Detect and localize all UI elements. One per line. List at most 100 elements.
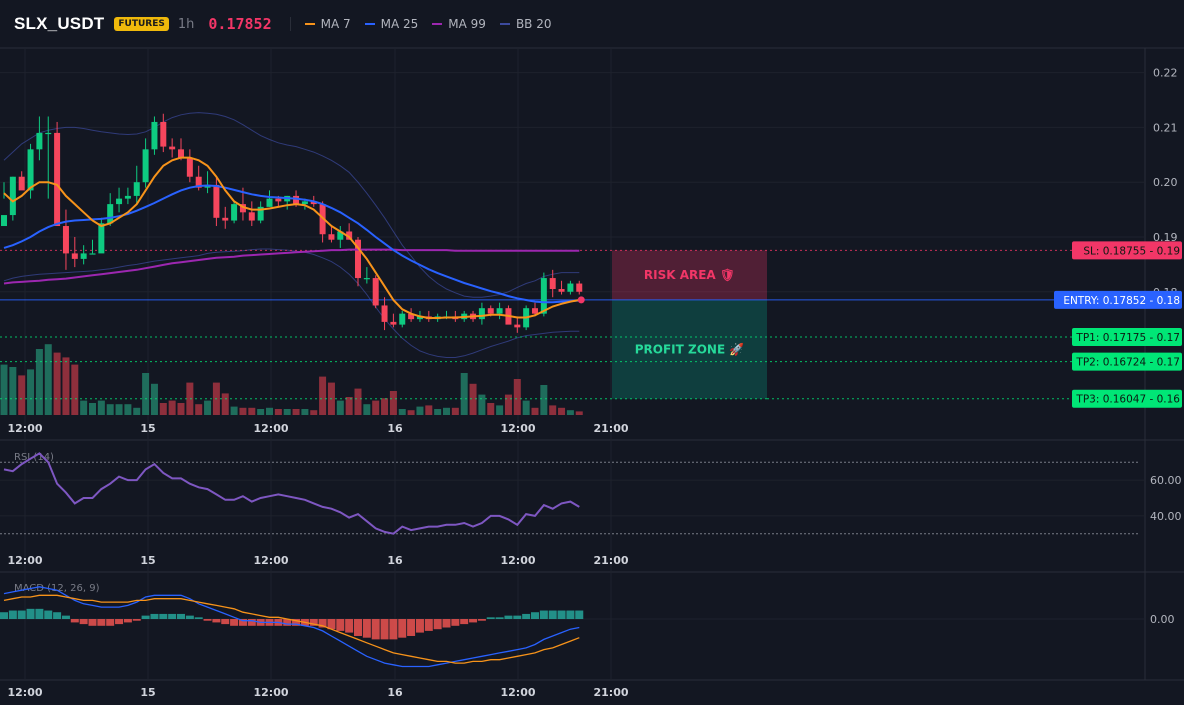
candle-body: [372, 278, 379, 306]
symbol-name[interactable]: SLX_USDT: [14, 14, 105, 33]
volume-bar: [89, 403, 96, 415]
macd-hist-bar: [194, 617, 203, 620]
macd-hist-bar: [132, 619, 141, 621]
volume-bar: [504, 394, 512, 415]
legend-ma7[interactable]: MA 7: [304, 17, 351, 31]
last-price: 0.17852: [208, 15, 272, 33]
volume-bar: [35, 349, 43, 415]
macd-hist-bar: [424, 619, 433, 631]
candle-body: [18, 176, 25, 191]
volume-bar: [478, 394, 486, 415]
candle-body: [160, 121, 167, 147]
candle-body: [151, 121, 158, 150]
volume-bar: [389, 391, 397, 415]
candle-body: [328, 234, 335, 240]
candle-body: [532, 308, 538, 314]
macd-hist-bar: [389, 619, 398, 640]
macd-hist-bar: [0, 612, 8, 620]
chart-header: SLX_USDT FUTURES 1h 0.17852 MA 7 MA 25 M…: [0, 0, 1184, 48]
legend-ma7-label: MA 7: [320, 17, 351, 31]
candle-body: [293, 195, 300, 205]
candle-body: [186, 157, 193, 177]
volume-bar: [301, 409, 309, 415]
tp2-line-tag-text: TP2: 0.16724 - 0.17: [1075, 357, 1180, 369]
bb-upper-line: [3, 112, 580, 298]
entry-line-tag-text: ENTRY: 0.17852 - 0.18: [1063, 295, 1180, 307]
price-pane-time-label: 15: [140, 422, 155, 435]
candle-body: [27, 149, 34, 191]
macd-pane-time-label: 21:00: [593, 686, 628, 699]
macd-hist-bar: [354, 619, 362, 636]
timeframe-label[interactable]: 1h: [177, 16, 195, 32]
legend-ma7-swatch: [304, 23, 315, 25]
volume-bar: [558, 407, 566, 415]
risk-area-box: [612, 250, 767, 300]
volume-bar: [27, 369, 35, 415]
macd-hist-bar: [362, 619, 371, 638]
price-pane-time-label: 12:00: [253, 422, 288, 435]
candle-body: [231, 204, 238, 221]
volume-bar: [363, 404, 371, 415]
macd-hist-bar: [88, 619, 97, 626]
volume-bar: [168, 400, 176, 415]
volume-bar: [159, 403, 167, 415]
volume-bar: [257, 409, 265, 415]
macd-hist-bar: [504, 615, 513, 620]
price-pane-time-label: 12:00: [500, 422, 535, 435]
candle-body: [558, 289, 565, 292]
legend-bb20[interactable]: BB 20: [499, 17, 552, 31]
macd-hist-bar: [283, 619, 292, 626]
volume-bar: [230, 406, 238, 415]
volume-bar: [372, 400, 380, 415]
macd-hist-bar: [469, 619, 478, 623]
macd-hist-bar: [495, 617, 504, 620]
candle-body: [9, 176, 16, 216]
candle-body: [514, 324, 521, 328]
last-price-dot: [577, 296, 585, 304]
candle-body: [567, 283, 574, 292]
volume-bar: [221, 393, 229, 415]
volume-bar: [248, 407, 256, 415]
rsi-line: [3, 452, 580, 535]
macd-pane-time-label: 15: [140, 686, 155, 699]
candle-body: [213, 184, 220, 218]
bb-lower-line: [3, 248, 580, 358]
macd-hist-bar: [8, 610, 17, 620]
candle-body: [363, 278, 370, 280]
legend-ma99-swatch: [432, 23, 443, 25]
tp1-line-tag-text: TP1: 0.17175 - 0.17: [1075, 332, 1180, 344]
legend-bb20-label: BB 20: [515, 17, 552, 31]
candle-body: [124, 195, 131, 199]
sl-line-tag: [1072, 241, 1182, 260]
candle-body: [496, 308, 503, 314]
ma7-line: [3, 156, 580, 319]
volume-bar: [44, 344, 52, 415]
volume-bar: [292, 409, 300, 415]
legend-ma99[interactable]: MA 99: [432, 17, 486, 31]
rsi-tick-label: 40.00: [1150, 510, 1182, 523]
futures-badge: FUTURES: [114, 17, 169, 31]
candle-body: [36, 132, 43, 150]
macd-hist-bar: [513, 615, 522, 620]
macd-hist-bar: [575, 610, 584, 620]
macd-hist-bar: [407, 619, 416, 636]
volume-bar: [575, 411, 583, 415]
candle-body: [390, 321, 397, 325]
candle-body: [133, 182, 140, 196]
candle-body: [381, 305, 388, 322]
volume-bar: [566, 410, 574, 415]
macd-hist-bar: [531, 612, 539, 620]
candle-body: [54, 132, 61, 227]
macd-hist-bar: [371, 619, 380, 640]
macd-hist-bar: [451, 619, 460, 626]
legend-ma25[interactable]: MA 25: [364, 17, 418, 31]
candle-body: [478, 308, 485, 320]
macd-hist-bar: [150, 613, 159, 620]
volume-bar: [186, 382, 194, 415]
rsi-tick-label: 60.00: [1150, 474, 1182, 487]
price-pane-time-label: 12:00: [7, 422, 42, 435]
macd-hist-bar: [168, 613, 177, 620]
volume-bar: [460, 373, 468, 415]
macd-hist-bar: [53, 612, 62, 620]
